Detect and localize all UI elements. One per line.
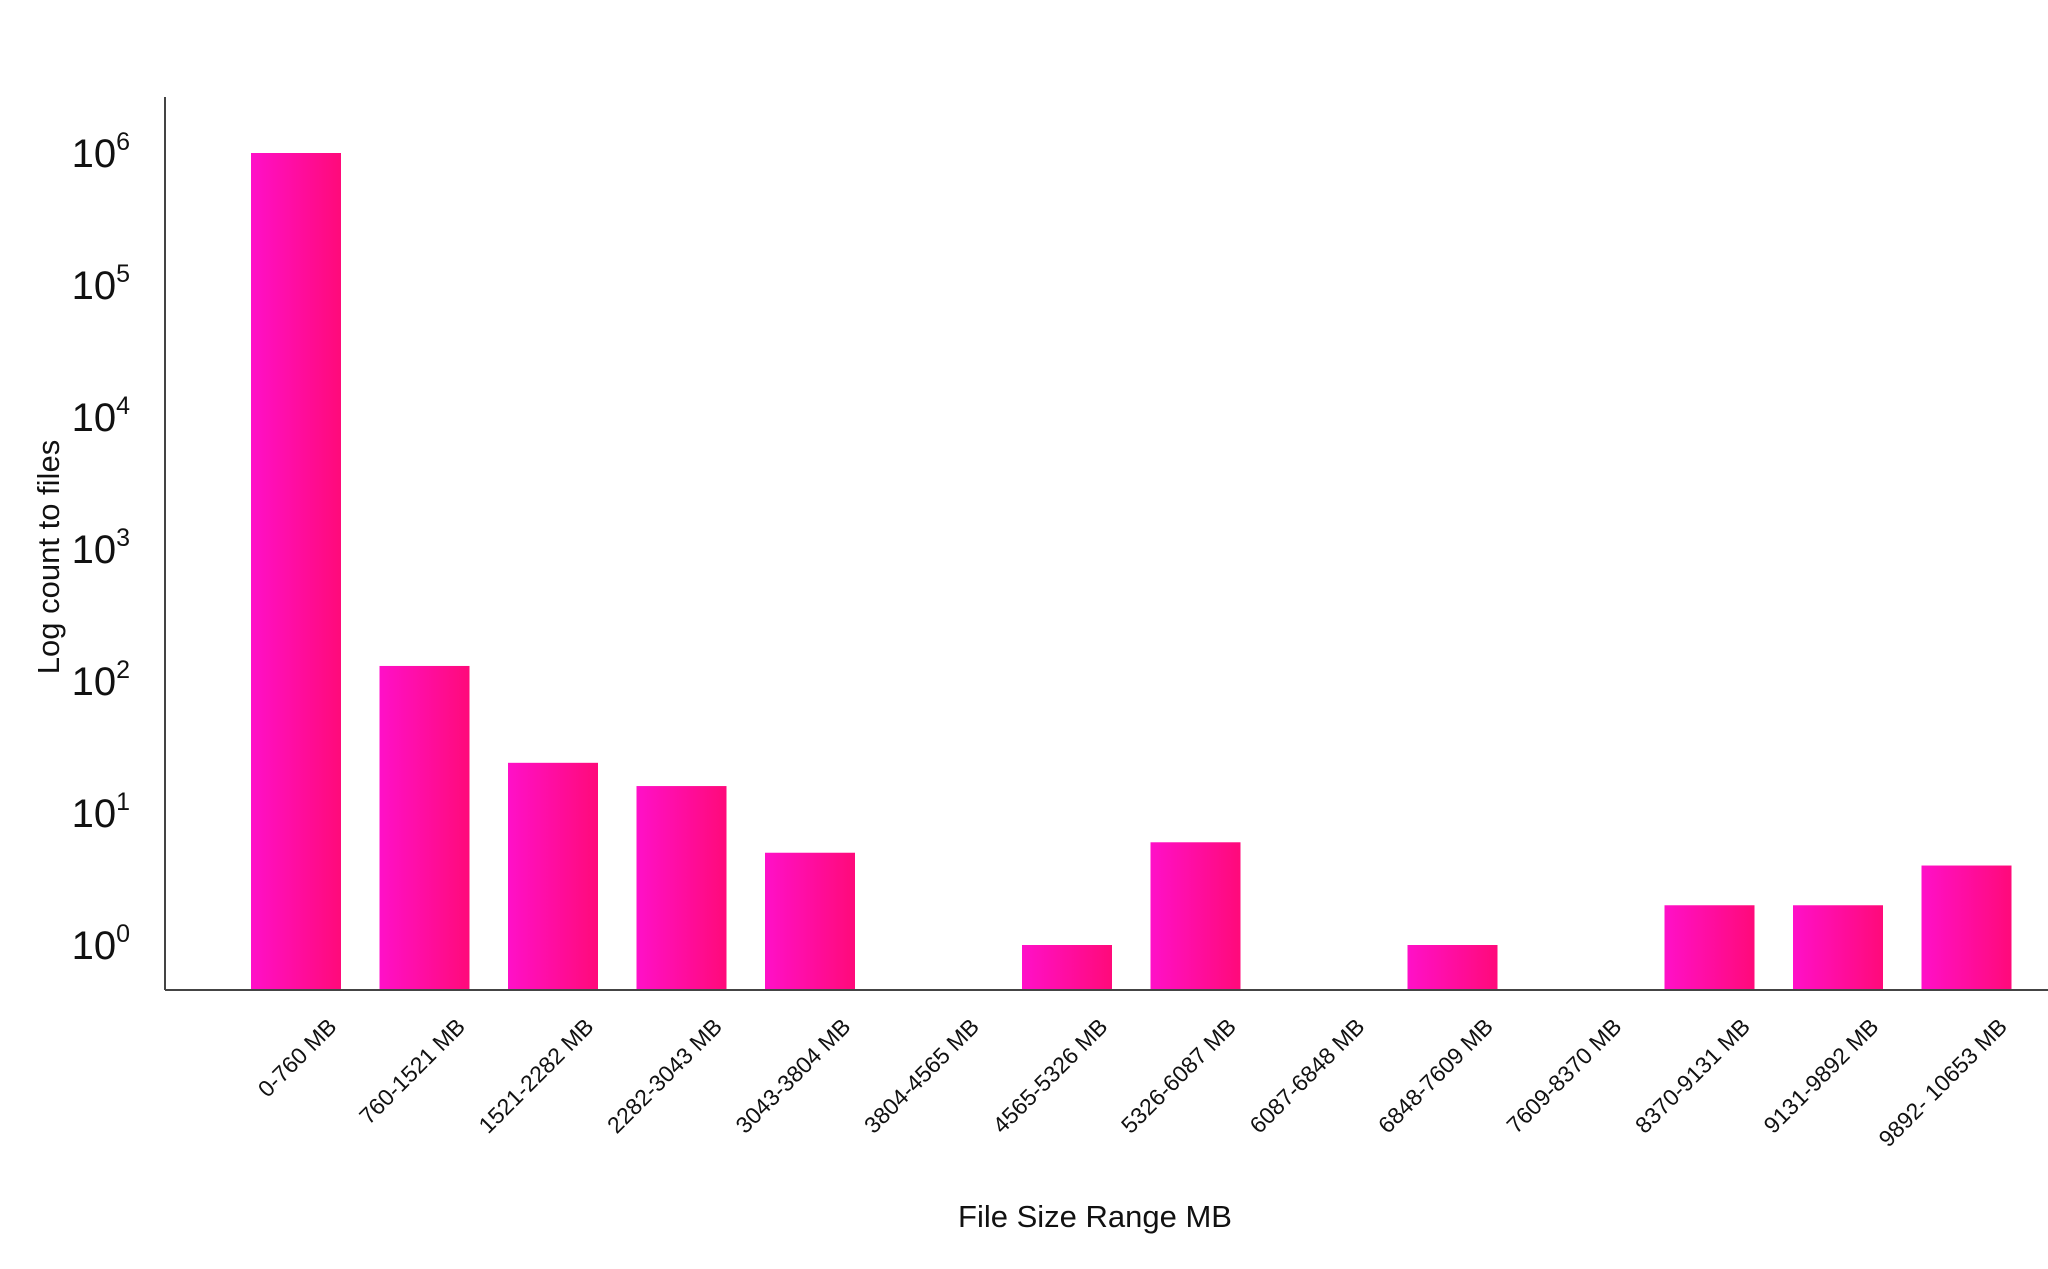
bar [379,665,470,990]
y-tick-exponent: 2 [116,656,130,684]
y-tick-base: 10 [72,396,117,440]
bar [1921,865,2012,990]
y-tick-base: 10 [72,924,117,968]
x-tick-label: 0-760 MB [253,1013,342,1102]
x-tick-label: 8370-9131 MB [1630,1013,1755,1138]
x-tick-label: 6848-7609 MB [1373,1013,1498,1138]
y-tick-label: 100 [72,920,130,968]
bar [636,786,727,990]
bar [1150,842,1241,990]
y-tick-exponent: 0 [116,920,130,948]
bar [1022,945,1112,990]
y-tick-base: 10 [72,132,117,176]
y-tick-label: 102 [72,656,130,704]
bar [1664,905,1755,990]
x-tick-label: 5326-6087 MB [1116,1013,1241,1138]
y-tick-exponent: 4 [116,392,130,420]
y-tick-label: 104 [72,392,131,440]
y-tick-exponent: 1 [116,788,130,816]
y-tick-base: 10 [72,660,117,704]
y-tick-exponent: 6 [116,128,130,156]
y-tick-label: 105 [72,260,130,308]
x-tick-label: 6087-6848 MB [1244,1013,1369,1138]
y-tick-label: 106 [72,128,130,176]
x-tick-label: 7609-8370 MB [1501,1013,1626,1138]
x-tick-labels: 0-760 MB 760-1521 MB 1521-2282 MB 2282-3043… [253,1013,2012,1152]
x-tick-label: 3043-3804 MB [730,1013,855,1138]
x-tick-label: 9892- 10653 MB [1873,1013,2012,1152]
y-tick-label: 101 [72,788,130,836]
bar [1793,905,1883,990]
y-tick-exponent: 5 [116,260,130,288]
bars-layer [251,153,2012,990]
y-tick-base: 10 [72,528,117,572]
x-tick-label: 4565-5326 MB [987,1013,1112,1138]
bar [251,153,341,990]
bar [765,852,855,990]
y-tick-exponent: 3 [116,524,130,552]
y-tick-label: 103 [72,524,130,572]
y-tick-base: 10 [72,792,117,836]
x-tick-label: 760-1521 MB [354,1013,470,1129]
x-tick-label: 1521-2282 MB [473,1013,598,1138]
x-tick-label: 9131-9892 MB [1758,1013,1883,1138]
x-tick-label: 2282-3043 MB [602,1013,727,1138]
bar [508,762,598,990]
y-axis-title: Log count to files [31,440,66,674]
y-tick-base: 10 [72,264,117,308]
bar [1407,945,1498,990]
x-axis-title: File Size Range MB [958,1199,1232,1234]
x-tick-label: 3804-4565 MB [859,1013,984,1138]
